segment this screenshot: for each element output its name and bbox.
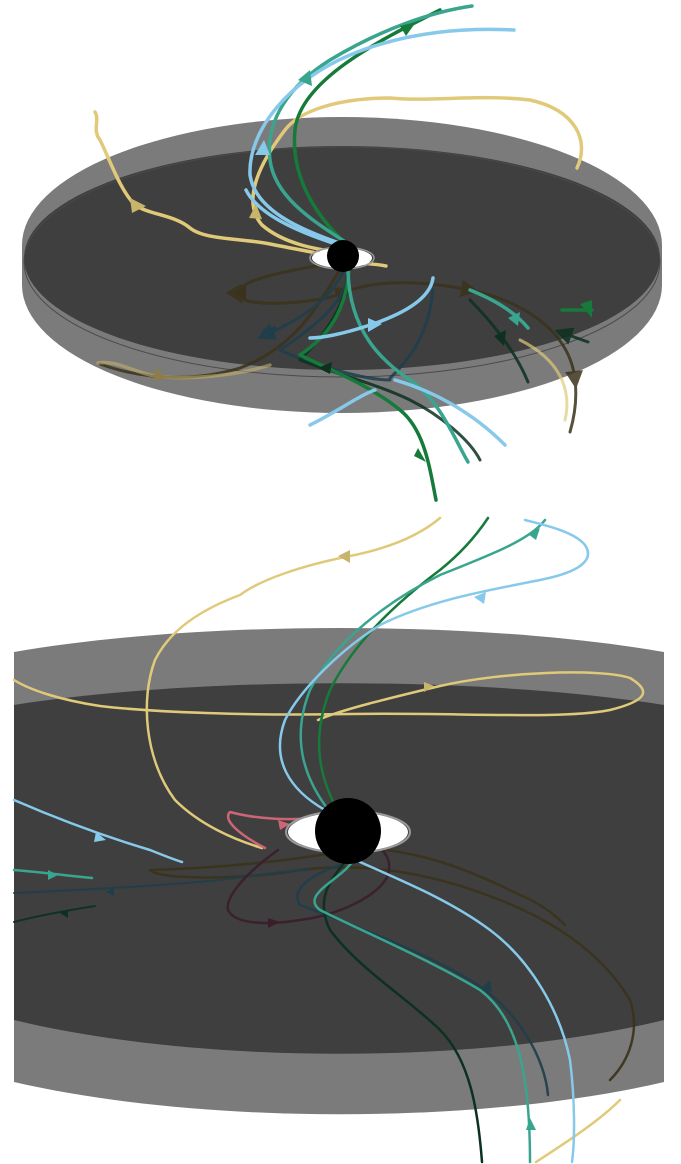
bottom-arrow-wine: [268, 918, 280, 928]
top-arrow-teal-right: [508, 312, 520, 326]
bottom-line-blue-left: [12, 798, 184, 864]
top-arrow-yellow-3: [154, 368, 168, 381]
bottom-arrow-teal-down: [526, 1118, 536, 1130]
bottom-line-navy-left: [13, 869, 311, 894]
bottom-line-yellow-bottom: [534, 1098, 622, 1164]
bottom-line-blue-down: [358, 860, 576, 1164]
bottom-arrow-dkgreen-left: [60, 910, 68, 918]
top-line-green-up: [292, 8, 442, 247]
top-line-blue-2: [244, 188, 344, 248]
bottom-line-brown-2: [358, 846, 567, 927]
top-line-teal-up: [267, 4, 474, 247]
bottom-black-hole: [285, 798, 411, 864]
bottom-line-teal-down: [313, 860, 532, 1164]
bottom-under-disk-lines: [13, 844, 636, 1097]
bottom-line-dkgreen-left: [13, 905, 96, 923]
bottom-arrow-rose: [278, 820, 290, 830]
top-arrow-brown: [234, 286, 246, 300]
bottom-arrow-teal-up: [528, 528, 540, 540]
bottom-line-yellow-loop: [12, 671, 645, 722]
bottom-arrow-navy-left: [106, 888, 114, 896]
top-arrow-teal: [298, 70, 312, 86]
bottom-line-blue-up: [278, 518, 590, 812]
top-arrow-green: [400, 22, 416, 36]
top-arrow-green-right: [580, 300, 592, 318]
top-arrow-dkgreen-1: [318, 362, 332, 374]
top-arrow-blue-down: [368, 318, 382, 332]
top-line-dkgreen-arrow: [554, 327, 590, 345]
bottom-arrow-navy-down: [482, 980, 492, 992]
top-line-navy-3: [388, 288, 435, 380]
top-arrow-yellow-2: [249, 204, 262, 219]
bottom-arrow-blue-up: [474, 592, 486, 604]
bottom-line-teal-up: [299, 518, 547, 814]
bottom-line-dkgreen-down: [322, 860, 484, 1164]
top-arrow-dkgreen-2: [494, 330, 506, 346]
top-line-yellow-bottom-right: [518, 338, 569, 422]
top-arrow-navy: [262, 326, 276, 338]
bottom-arrow-blue-left: [94, 832, 106, 842]
top-arrow-green-down: [414, 448, 426, 462]
top-line-navy-2: [278, 270, 392, 382]
bottom-arrow-teal-left: [48, 870, 58, 880]
top-line-brown-loop: [225, 260, 583, 434]
top-arrow-blue: [255, 140, 270, 155]
top-line-green-down: [298, 270, 438, 502]
bottom-panel: [12, 516, 664, 1164]
bottom-arrow-yellow-loop: [424, 682, 434, 692]
bottom-arrow-yellow-top: [338, 550, 350, 563]
top-line-blue-front: [308, 378, 507, 447]
bottom-line-yellow-top: [145, 516, 442, 850]
bottom-line-wine: [226, 844, 391, 925]
top-black-hole: [309, 240, 375, 272]
top-line-teal-right: [468, 288, 530, 330]
bottom-line-brown-1: [148, 848, 636, 1082]
bottom-line-green-up: [317, 516, 490, 817]
top-line-blue-up: [248, 27, 516, 247]
top-line-teal-down: [346, 270, 470, 464]
top-arrow-yellow-1: [130, 198, 146, 213]
top-panel: [22, 4, 662, 502]
top-line-navy-1: [256, 268, 346, 340]
top-line-yellow-right: [251, 95, 584, 255]
bottom-line-navy-down: [296, 863, 550, 1097]
